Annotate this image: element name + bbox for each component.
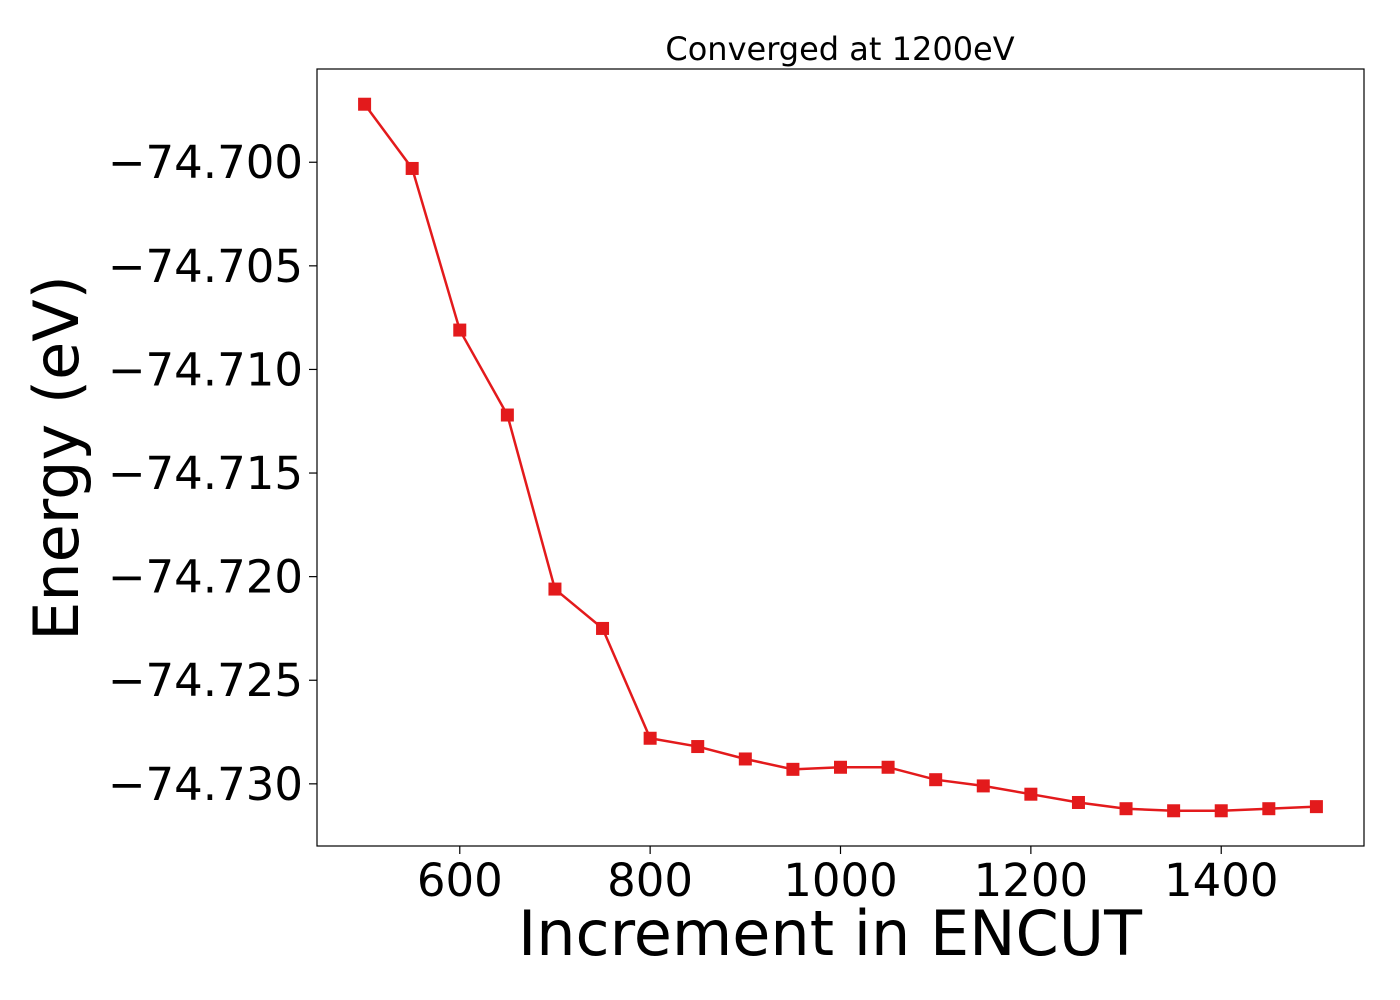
data-point-marker [1024,787,1038,801]
data-point-marker [929,773,943,787]
data-point-marker [786,762,800,776]
plot-area-frame [316,68,1365,847]
x-axis: 600 800 1000 1200 1400 [417,846,1279,907]
data-point-marker [834,760,847,774]
y-tick-label: −74.715 [108,447,303,500]
data-point-marker [1119,802,1133,816]
data-point-marker [548,582,562,596]
data-point-marker [405,161,419,175]
data-point-marker [453,323,467,337]
y-tick-label: −74.700 [108,136,303,189]
y-axis: −74.700 −74.705 −74.710 −74.715 −74.720 −74.7… [108,136,317,811]
series-layer [358,97,1323,818]
x-tick-label: 600 [417,854,503,907]
data-point-marker [976,779,990,793]
y-tick-label: −74.705 [108,240,303,293]
data-point-marker [1214,804,1228,818]
series-line [363,103,1317,813]
x-tick-label: 1400 [1164,854,1279,907]
chart-title: Converged at 1200eV [665,30,1014,68]
y-tick-label: −74.720 [108,551,303,604]
x-axis-label: Increment in ENCUT [518,897,1143,970]
data-point-marker [643,731,657,745]
data-point-marker [881,760,895,774]
x-tick-label: 1000 [783,854,898,907]
y-axis-label: Energy (eV) [20,275,93,641]
y-tick-label: −74.725 [108,654,303,707]
data-point-marker [1071,795,1085,809]
data-point-marker [691,740,705,754]
data-point-marker [1167,804,1181,818]
data-point-marker [738,752,752,766]
data-point-marker [596,621,610,635]
data-point-marker [1262,802,1276,816]
x-tick-label: 800 [607,854,693,907]
y-tick-label: −74.730 [108,758,303,811]
y-tick-label: −74.710 [108,343,303,396]
x-tick-label: 1200 [974,854,1089,907]
data-point-marker [1309,800,1323,814]
data-point-marker [500,408,514,422]
data-point-marker [358,97,372,111]
